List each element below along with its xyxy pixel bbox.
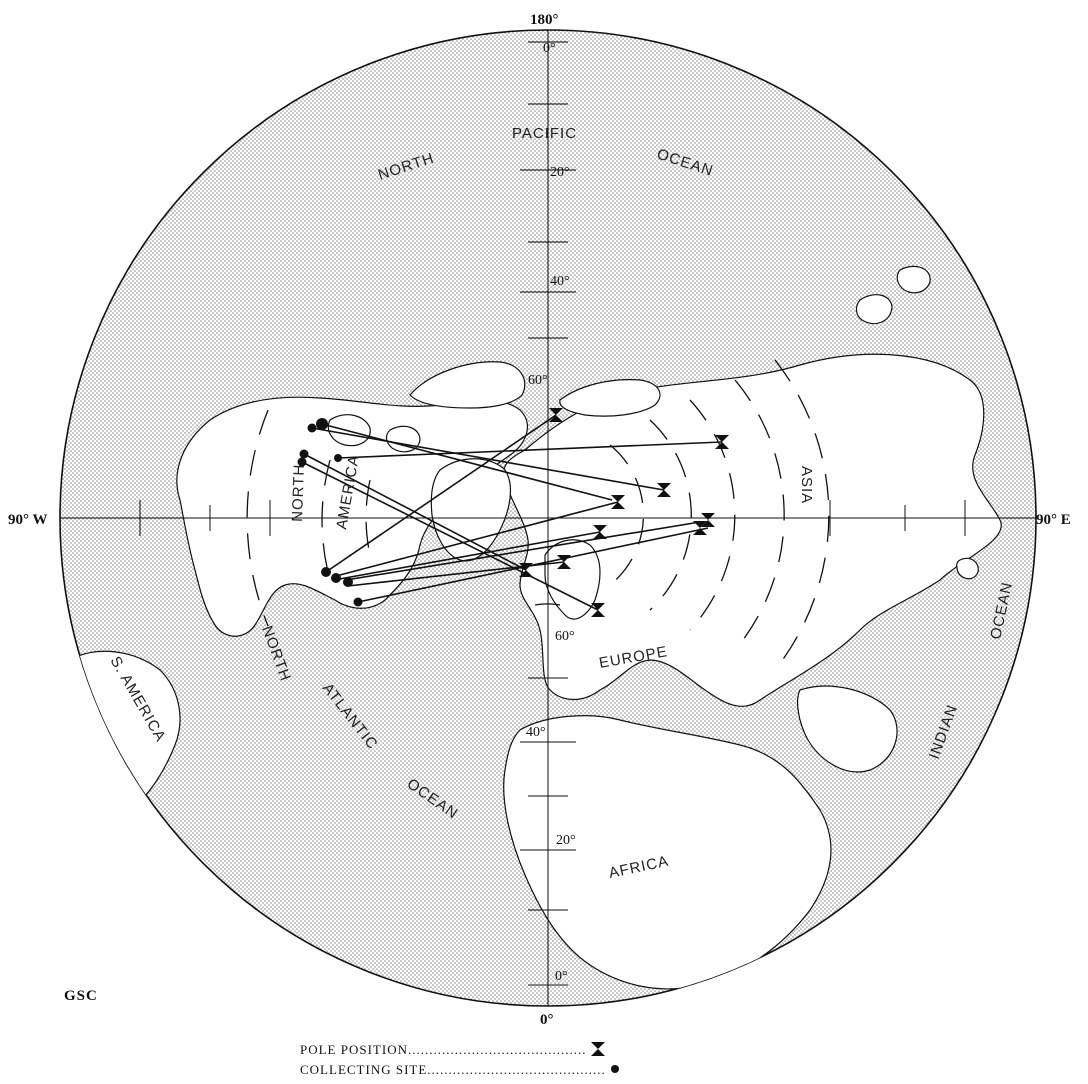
alaska [409, 361, 526, 409]
pole-position-symbol [590, 1042, 605, 1056]
collecting-site [334, 454, 342, 462]
arctic-islands [327, 414, 371, 447]
legend-pole-position: POLE POSITION...........................… [300, 1042, 780, 1058]
legend-pole-position-label: POLE POSITION [300, 1042, 408, 1057]
collecting-sites [297, 418, 363, 607]
legend-collecting-site-label: COLLECTING SITE [300, 1062, 428, 1077]
ocean-label-pacific: PACIFIC [512, 125, 577, 142]
legend-leader-dots: ........................................… [427, 1062, 606, 1077]
siberia-east [559, 379, 661, 417]
lat-label: 20° [550, 165, 570, 180]
collecting-site [343, 577, 353, 587]
africa-landmass [503, 715, 832, 990]
legend-leader-dots: ........................................… [407, 1042, 587, 1057]
land-label-north-america-1: NORTH [289, 464, 308, 523]
meridian-ticks [520, 41, 576, 986]
credit-label: GSC [64, 988, 98, 1004]
lat-label: 20° [556, 833, 576, 848]
lat-label: 40° [526, 725, 546, 740]
lat-label: 0° [555, 969, 568, 984]
right-degree-label: 90° E [1036, 512, 1071, 528]
collecting-site-symbol [611, 1065, 620, 1073]
lat-label: 60° [528, 373, 548, 388]
collecting-site [331, 573, 341, 583]
legend-collecting-site: COLLECTING SITE.........................… [300, 1062, 780, 1078]
left-degree-label: 90° W [8, 512, 47, 528]
collecting-site [321, 567, 331, 577]
collecting-site [316, 418, 328, 430]
bottom-degree-label: 0° [540, 1012, 554, 1028]
pole-site-lines [301, 414, 723, 611]
collecting-site [307, 423, 317, 433]
graticule-axes [60, 30, 1036, 1006]
land-label-asia: ASIA [798, 466, 815, 504]
equator-ticks [139, 500, 966, 536]
latitude-arcs [246, 359, 830, 671]
lat-label: 40° [550, 274, 570, 289]
collecting-site [353, 597, 363, 607]
collecting-site [299, 449, 309, 459]
lat-label: 60° [555, 629, 575, 644]
lat-label: 0° [543, 41, 556, 56]
collecting-site [297, 457, 307, 467]
eurasia-landmass [503, 353, 1002, 707]
top-degree-label: 180° [530, 12, 559, 28]
